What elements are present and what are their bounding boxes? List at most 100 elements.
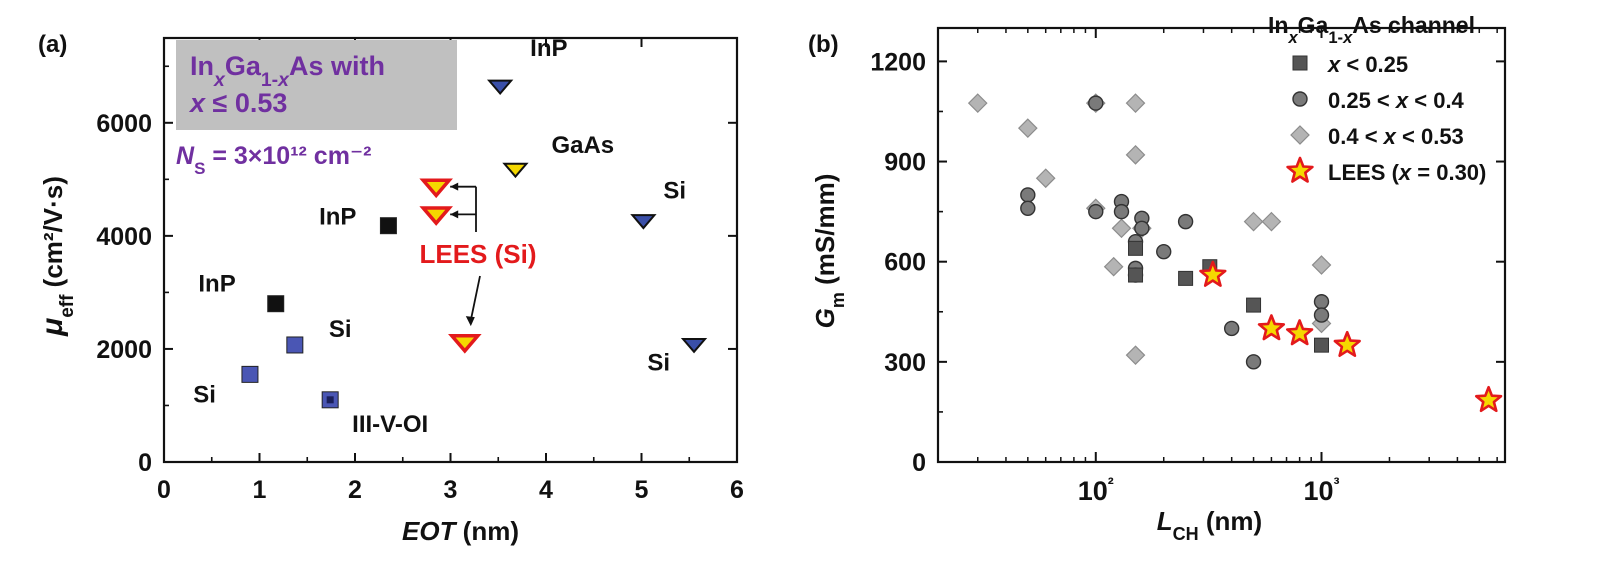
point-b-diamond <box>1035 168 1056 189</box>
point-a-square <box>379 217 397 235</box>
point-a-triangle <box>680 337 708 354</box>
panel-label-b: (b) <box>808 31 839 58</box>
inset-ns: NS = 3×10¹² cm⁻² <box>176 142 371 178</box>
legend-marker-circle <box>1292 91 1308 107</box>
y-axis-label-b: Gm (mS/mm) <box>810 174 848 329</box>
legend-label: 0.25 < x < 0.4 <box>1328 88 1465 113</box>
point-a-square <box>267 295 285 313</box>
point-a-lees-triangle <box>419 206 453 226</box>
x-tick-label-b: 10² <box>1078 474 1114 506</box>
point-b-circle <box>1020 187 1036 203</box>
inset-line-1: InxGa1-xAs with <box>190 51 385 91</box>
point-label-a: Si <box>329 316 352 343</box>
x-axis-label-a: EOT (nm) <box>402 516 519 546</box>
y-tick-label-b: 0 <box>912 449 926 477</box>
x-tick-label-a: 6 <box>730 476 744 504</box>
point-b-circle <box>1113 203 1130 220</box>
arrowhead <box>465 316 475 327</box>
point-b-diamond <box>1243 211 1264 232</box>
point-b-circle <box>1088 95 1104 111</box>
point-label-a: InP <box>319 204 356 231</box>
point-label-a: Si <box>663 178 686 205</box>
legend-label: 0.4 < x < 0.53 <box>1328 124 1464 149</box>
panel-b: 0 300 600 900 1200 10² 10³ LCH (nm) Gm (mS/mm) (b… <box>808 12 1507 544</box>
point-b-diamond <box>1125 145 1146 165</box>
point-a-triangle <box>502 162 529 179</box>
point-b-square <box>1246 297 1262 313</box>
y-tick-label-b: 600 <box>884 249 926 277</box>
y-tick-label-b: 900 <box>884 149 926 177</box>
point-label-a: Si <box>193 381 216 408</box>
point-b-circle <box>1020 200 1036 216</box>
x-tick-label-a: 3 <box>444 476 458 504</box>
point-b-circle <box>1313 294 1330 310</box>
x-tick-label-a: 1 <box>253 476 267 504</box>
legend-marker-star <box>1286 156 1314 183</box>
x-tick-label-b: 10³ <box>1303 474 1339 506</box>
point-b-star <box>1257 314 1286 341</box>
point-b-circle <box>1156 243 1172 260</box>
arrowhead <box>450 210 459 219</box>
point-b-diamond <box>1125 93 1146 113</box>
x-tick-label-a: 0 <box>157 476 171 504</box>
point-b-circle <box>1177 213 1194 230</box>
legend-b: InxGa1-xAs channel x < 0.25 0.25 < x < 0.4… <box>1268 12 1486 185</box>
point-b-star <box>1333 330 1361 358</box>
y-tick-label-a: 4000 <box>96 223 152 251</box>
point-a-triangle <box>486 79 514 96</box>
point-label-a: InP <box>198 271 235 298</box>
y-axis-label-a: μeff (cm²/V·s) <box>36 176 78 337</box>
point-label-a: GaAs <box>551 132 614 159</box>
point-b-diamond <box>1125 345 1146 366</box>
y-tick-label-a: 6000 <box>96 110 152 138</box>
point-b-circle <box>1088 203 1104 220</box>
inset-line-2: x ≤ 0.53 <box>188 88 287 118</box>
x-axis-label-b: LCH (nm) <box>1157 506 1262 544</box>
point-b-square <box>1128 267 1144 283</box>
panel-label-a: (a) <box>38 31 67 58</box>
point-a-lees-triangle <box>448 333 482 354</box>
panel-a: 0 1 2 3 4 5 6 0 2000 4000 6000 EOT (nm) μeff (cm²/V·… <box>36 31 744 546</box>
arrowhead <box>450 182 459 191</box>
point-a-square <box>286 336 304 354</box>
point-a-square <box>241 365 259 383</box>
y-tick-label-b: 300 <box>884 349 926 377</box>
point-b-circle <box>1223 320 1240 337</box>
point-a-square-center <box>326 396 334 404</box>
x-tick-label-a: 4 <box>539 476 553 504</box>
point-b-star <box>1286 319 1314 346</box>
point-label-a: III-V-OI <box>352 411 428 438</box>
point-label-a: Si <box>647 349 670 376</box>
legend-label: x < 0.25 <box>1327 52 1408 77</box>
point-b-diamond <box>1261 211 1282 232</box>
point-b-circle <box>1134 220 1150 237</box>
point-b-diamond <box>1103 256 1124 277</box>
point-label-a: InP <box>530 35 567 62</box>
legend-title: InxGa1-xAs channel <box>1268 12 1475 47</box>
x-tick-label-a: 2 <box>348 476 362 504</box>
legend-marker-diamond <box>1290 125 1310 145</box>
point-b-square <box>1178 270 1194 286</box>
x-tick-label-a: 5 <box>635 476 649 504</box>
point-b-circle <box>1245 354 1262 370</box>
plot-frame-b <box>936 26 1507 464</box>
point-b-diamond <box>1111 218 1132 239</box>
lees-arrow-3 <box>469 275 481 321</box>
point-b-circle <box>1313 307 1330 323</box>
y-tick-label-a: 2000 <box>96 336 152 364</box>
legend-label: LEES (x = 0.30) <box>1328 160 1486 185</box>
point-b-square <box>1314 337 1330 353</box>
lees-annotation-a: LEES (Si) <box>419 239 536 269</box>
inset-background <box>176 40 457 130</box>
legend-marker-square <box>1292 55 1308 71</box>
y-tick-label-a: 0 <box>138 449 152 477</box>
point-b-diamond <box>1311 255 1332 275</box>
point-b-square <box>1128 240 1144 256</box>
point-b-diamond <box>967 93 988 113</box>
point-b-star <box>1199 260 1227 287</box>
y-tick-label-b: 1200 <box>870 48 926 76</box>
point-a-triangle <box>630 214 657 230</box>
